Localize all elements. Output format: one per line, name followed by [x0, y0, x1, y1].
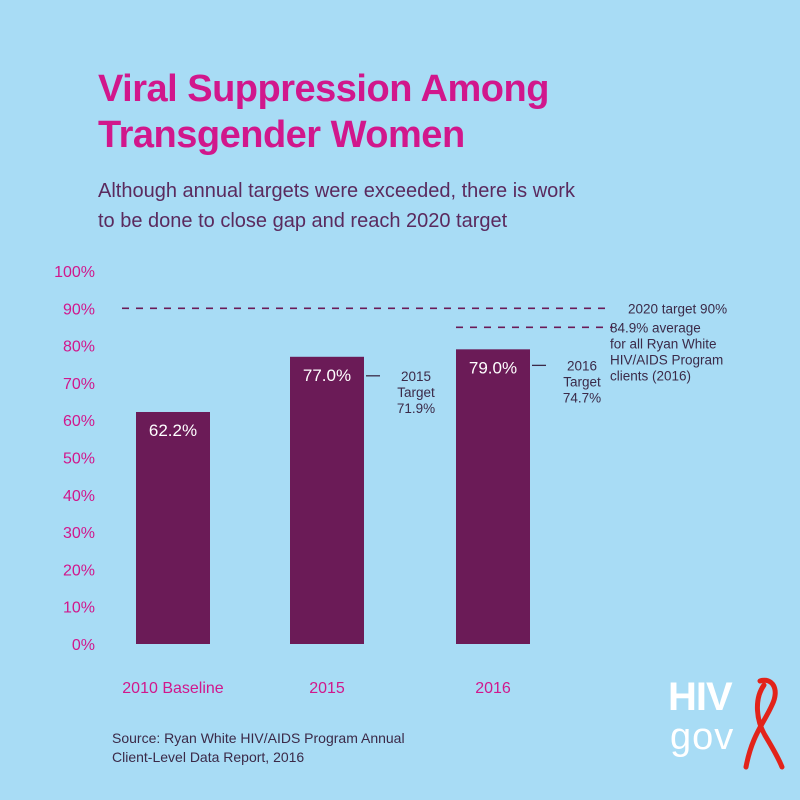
y-tick-label: 20% — [63, 562, 95, 579]
y-tick-label: 30% — [63, 525, 95, 542]
reference-line-label: 84.9% average — [610, 320, 701, 335]
y-tick-label: 80% — [63, 339, 95, 356]
red-ribbon-icon — [743, 677, 785, 770]
y-tick-label: 10% — [63, 600, 95, 617]
target-label: Target — [563, 374, 601, 389]
chart-title: Viral Suppression Among Transgender Wome… — [98, 66, 549, 158]
bar-value-label: 79.0% — [469, 358, 517, 377]
bar-value-label: 77.0% — [303, 366, 351, 385]
logo-hiv-text: HIV — [668, 675, 733, 719]
bar — [456, 349, 530, 644]
reference-line-label: clients (2016) — [610, 368, 691, 383]
x-tick-label: 2010 Baseline — [122, 680, 224, 697]
x-tick-label: 2015 — [309, 680, 345, 697]
y-tick-label: 40% — [63, 488, 95, 505]
hiv-gov-logo: HIV gov — [668, 675, 788, 775]
reference-line-label: HIV/AIDS Program — [610, 352, 723, 367]
target-label: 2016 — [567, 358, 597, 373]
target-label: 74.7% — [563, 390, 601, 405]
bar — [136, 411, 210, 644]
source-line-1: Source: Ryan White HIV/AIDS Program Annu… — [112, 730, 405, 746]
target-label: Target — [397, 385, 435, 400]
source-line-2: Client-Level Data Report, 2016 — [112, 749, 305, 765]
y-tick-label: 50% — [63, 451, 95, 468]
title-line-2: Transgender Women — [98, 114, 465, 156]
reference-line-label: for all Ryan White — [610, 336, 717, 351]
bar — [290, 356, 364, 644]
y-tick-label: 60% — [63, 413, 95, 430]
y-tick-label: 0% — [72, 637, 95, 654]
y-tick-label: 90% — [63, 301, 95, 318]
reference-line-label: 2020 target 90% — [628, 301, 727, 316]
source-note: Source: Ryan White HIV/AIDS Program Annu… — [112, 729, 405, 767]
y-tick-label: 100% — [54, 264, 95, 281]
y-tick-label: 70% — [63, 376, 95, 393]
chart-subtitle: Although annual targets were exceeded, t… — [98, 176, 575, 236]
target-label: 71.9% — [397, 401, 435, 416]
title-line-1: Viral Suppression Among — [98, 68, 549, 110]
logo-gov-text: gov — [670, 716, 735, 758]
x-tick-label: 2016 — [475, 680, 511, 697]
target-label: 2015 — [401, 369, 431, 384]
subtitle-line-1: Although annual targets were exceeded, t… — [98, 180, 575, 202]
subtitle-line-2: to be done to close gap and reach 2020 t… — [98, 210, 508, 232]
bar-value-label: 62.2% — [149, 421, 197, 440]
